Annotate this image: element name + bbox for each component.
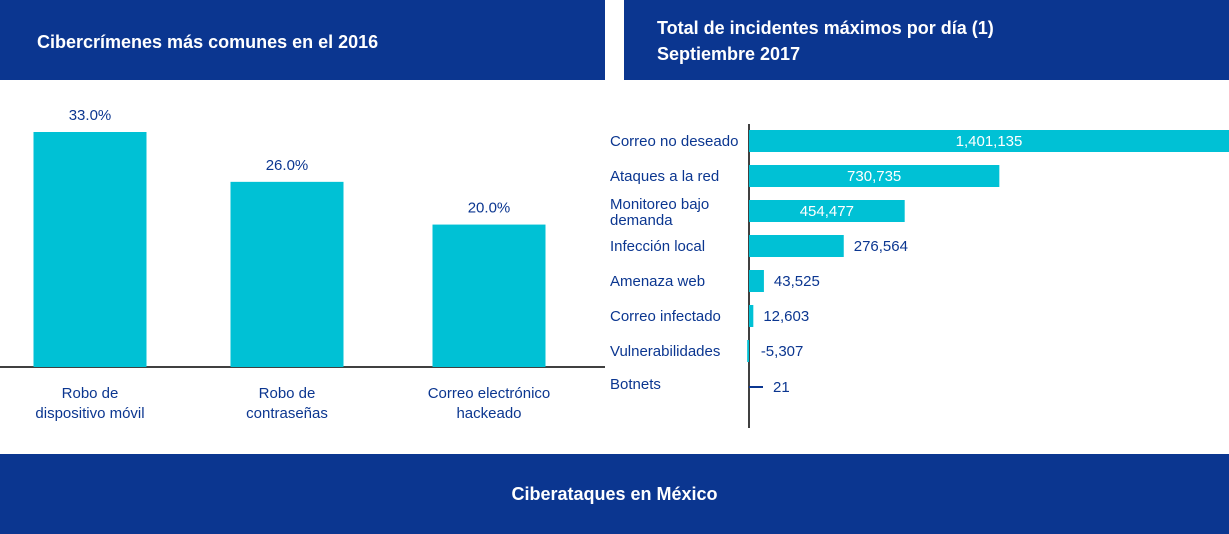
hbar-7 bbox=[747, 340, 749, 362]
bar-value-label-2: 26.0% bbox=[266, 157, 309, 174]
category-label-3-line-2: hackeado bbox=[456, 405, 521, 422]
category-label-2-line-1: Robo de bbox=[259, 385, 316, 402]
category-label-2-line-2: contraseñas bbox=[246, 405, 328, 422]
hbar-category-label-2-line-1: Ataques a la red bbox=[610, 168, 719, 185]
hbar-category-label-4-line-1: Infección local bbox=[610, 238, 705, 255]
right-chart-title: Total de incidentes máximos por día (1) bbox=[657, 18, 994, 38]
footer-title: Ciberataques en México bbox=[511, 484, 718, 504]
hbar-6 bbox=[749, 305, 754, 327]
hbar-category-label-3-line-2: demanda bbox=[610, 212, 673, 229]
bar-value-label-1: 33.0% bbox=[69, 107, 112, 124]
hbar-5 bbox=[749, 270, 764, 292]
bar-value-label-3: 20.0% bbox=[468, 200, 511, 217]
hbar-value-label-5: 43,525 bbox=[774, 273, 820, 290]
hbar-value-label-8: 21 bbox=[773, 379, 790, 396]
hbar-2 bbox=[749, 165, 1000, 187]
hbar-value-label-6: 12,603 bbox=[763, 308, 809, 325]
hbar-4 bbox=[749, 235, 844, 257]
category-label-1-line-2: dispositivo móvil bbox=[35, 405, 144, 422]
hbar-value-label-1: 1,401,135 bbox=[956, 133, 1023, 150]
hbar-category-label-7-line-1: Vulnerabilidades bbox=[610, 343, 720, 360]
hbar-category-label-5-line-1: Amenaza web bbox=[610, 273, 705, 290]
hbar-1 bbox=[749, 130, 1229, 152]
category-label-1-line-1: Robo de bbox=[62, 385, 119, 402]
category-label-3-line-1: Correo electrónico bbox=[428, 385, 551, 402]
right-chart-subtitle: Septiembre 2017 bbox=[657, 44, 801, 64]
hbar-value-label-4: 276,564 bbox=[854, 238, 908, 255]
hbar-value-label-7: -5,307 bbox=[761, 343, 804, 360]
footer-banner: Ciberataques en México bbox=[0, 454, 1229, 534]
hbar-category-label-3-line-1: Monitoreo bajo bbox=[610, 196, 709, 213]
bar-2 bbox=[230, 181, 344, 367]
left-chart-title: Cibercrímenes más comunes en el 2016 bbox=[37, 32, 379, 52]
hbar-3 bbox=[749, 200, 905, 222]
bar-3 bbox=[432, 224, 546, 367]
hbar-category-label-1-line-1: Correo no deseado bbox=[610, 133, 738, 150]
hbar-value-label-2: 730,735 bbox=[847, 168, 901, 185]
left-chart-header: Cibercrímenes más comunes en el 2016 bbox=[0, 0, 605, 80]
bar-1 bbox=[33, 132, 147, 367]
right-chart-header: Total de incidentes máximos por día (1) … bbox=[624, 0, 1229, 80]
hbar-category-label-6-line-1: Correo infectado bbox=[610, 308, 721, 325]
hbar-category-label-8-line-1: Botnets bbox=[610, 376, 661, 393]
hbar-value-label-3: 454,477 bbox=[800, 203, 854, 220]
